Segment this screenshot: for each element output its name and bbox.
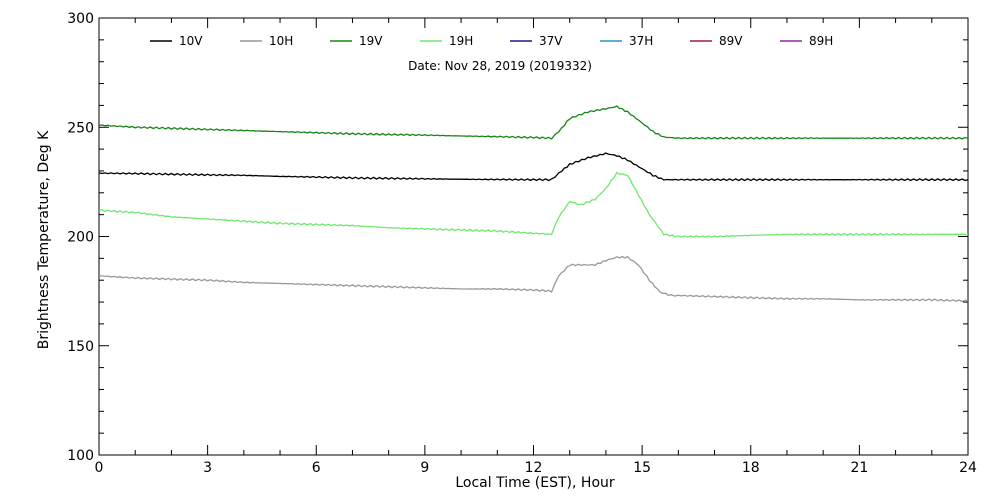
legend-label-19v: 19V	[359, 34, 383, 48]
date-annotation: Date: Nov 28, 2019 (2019332)	[408, 59, 592, 73]
x-tick-label: 9	[420, 460, 429, 476]
x-tick-label: 3	[203, 460, 212, 476]
x-tick-label: 6	[312, 460, 321, 476]
legend-label-37v: 37V	[539, 34, 563, 48]
y-tick-label: 250	[67, 120, 94, 136]
series-line-10v	[98, 152, 969, 182]
plot-frame	[98, 17, 969, 456]
legend-label-37h: 37H	[629, 34, 653, 48]
series-line-19h	[98, 171, 969, 238]
y-axis-label: Brightness Temperature, Deg K	[36, 130, 52, 349]
legend-label-10v: 10V	[179, 34, 203, 48]
axis-tick-labels: 0 3 6 9 12 15 18 21 24 100 150 200 250 300	[67, 11, 977, 476]
x-axis-label: Local Time (EST), Hour	[455, 475, 615, 491]
axis-ticks	[98, 17, 969, 456]
legend-label-19h: 19H	[449, 34, 473, 48]
x-tick-label: 18	[742, 460, 760, 476]
y-tick-label: 150	[67, 339, 94, 355]
x-tick-label: 12	[525, 460, 543, 476]
x-tick-label: 15	[633, 460, 651, 476]
legend-label-10h: 10H	[269, 34, 293, 48]
y-tick-label: 300	[67, 11, 94, 27]
x-tick-label: 0	[95, 460, 104, 476]
x-tick-label: 24	[959, 460, 977, 476]
series-line-10h	[98, 255, 969, 303]
legend-label-89v: 89V	[719, 34, 743, 48]
series-line-19v	[98, 105, 969, 140]
series-lines	[98, 105, 969, 303]
y-tick-label: 200	[67, 230, 94, 246]
y-tick-label: 100	[67, 448, 94, 464]
legend-label-89h: 89H	[809, 34, 833, 48]
legend: 10V 10H 19V 19H 37V 37H 89V 89H	[150, 34, 833, 48]
x-tick-label: 21	[850, 460, 868, 476]
